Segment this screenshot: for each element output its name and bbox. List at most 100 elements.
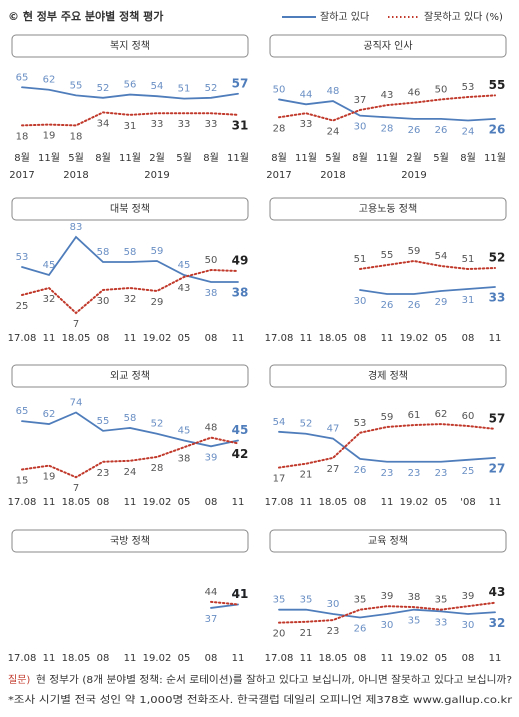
value-label: 26 [435, 125, 448, 136]
value-label: 52 [489, 251, 506, 265]
value-label: 50 [205, 255, 218, 266]
value-label: 58 [97, 247, 110, 258]
x-tick-label: 8월 2017 [266, 152, 291, 181]
x-tick-label: 08 [354, 653, 367, 664]
value-label: 34 [97, 118, 110, 129]
line-bad [21, 436, 239, 479]
x-tick-label: 08 [97, 333, 110, 344]
value-label: 27 [489, 461, 506, 475]
panel-title: 공직자 인사 [363, 40, 412, 52]
value-label: 55 [381, 250, 394, 261]
value-label: 23 [435, 468, 448, 479]
x-tick-label: 17.08 [8, 333, 37, 344]
value-label: 55 [97, 416, 110, 427]
x-tick-label: 05 [435, 497, 448, 508]
line-bad [210, 600, 239, 606]
x-tick-label: 5월 2018 [63, 152, 88, 181]
x-tick-label: 11 [381, 653, 394, 664]
question: 현 정부가 (8개 분야별 정책: 순서 로테이션)를 잘하고 있다고 보십니까… [36, 673, 512, 686]
x-tick-label: 19.02 [143, 333, 172, 344]
value-label: 26 [354, 623, 367, 634]
line-good [21, 411, 239, 448]
value-label: 7 [73, 483, 79, 494]
value-label: 38 [178, 453, 191, 464]
x-tick-label: 8월 [95, 152, 111, 164]
value-label: 23 [408, 468, 421, 479]
x-tick-label: 2월 2019 [401, 152, 426, 181]
value-label: 51 [178, 84, 191, 95]
panel-title-box [269, 529, 507, 553]
value-label: 50 [435, 84, 448, 95]
value-label: 24 [124, 467, 137, 478]
value-label: 74 [70, 397, 83, 408]
line-bad [21, 268, 239, 315]
value-label: 21 [300, 470, 313, 481]
value-label: 58 [124, 247, 137, 258]
x-tick-label: 11 [489, 497, 502, 508]
value-label: 30 [354, 122, 367, 133]
x-tick-label: 11월 [227, 152, 249, 164]
x-tick-label: 11월 [484, 152, 506, 164]
x-tick-label: 19.02 [143, 653, 172, 664]
x-tick-label: 11 [232, 497, 245, 508]
line-bad [359, 259, 496, 271]
line-good [359, 286, 496, 295]
value-label: 33 [435, 617, 448, 628]
x-tick-label: 19.02 [400, 497, 429, 508]
panel-title: 대북 정책 [110, 203, 150, 215]
value-label: 43 [489, 585, 506, 599]
value-label: 35 [354, 595, 367, 606]
x-tick-label: 17.08 [265, 653, 294, 664]
value-label: 30 [327, 599, 340, 610]
line-good [210, 603, 239, 609]
line-good [278, 608, 496, 619]
value-label: 25 [462, 466, 475, 477]
x-tick-label: 8월 [203, 152, 219, 164]
value-label: 41 [232, 587, 249, 601]
x-tick-label: 11 [489, 333, 502, 344]
x-tick-label: 18.05 [319, 497, 348, 508]
value-label: 38 [408, 592, 421, 603]
x-tick-label: 17.08 [265, 497, 294, 508]
value-label: 43 [381, 90, 394, 101]
x-tick-label: 11월 [376, 152, 398, 164]
value-label: 15 [16, 476, 29, 487]
value-label: 42 [232, 447, 249, 461]
value-label: 31 [232, 118, 249, 132]
value-label: 23 [327, 626, 340, 637]
question-label: 질문) [8, 674, 30, 686]
x-tick-label: 17.08 [265, 333, 294, 344]
value-label: 23 [381, 468, 394, 479]
x-tick-label: 5월 2018 [320, 152, 345, 181]
value-label: 26 [408, 125, 421, 136]
x-tick-label: 11 [300, 497, 313, 508]
x-tick-label: 05 [178, 653, 191, 664]
value-label: 62 [43, 75, 56, 86]
x-tick-label: 19.02 [400, 333, 429, 344]
x-tick-label: 05 [178, 497, 191, 508]
x-tick-label: 08 [354, 497, 367, 508]
value-label: 19 [43, 472, 56, 483]
value-label: 32 [43, 294, 56, 305]
x-tick-label: 08 [97, 653, 110, 664]
value-label: 62 [43, 409, 56, 420]
value-label: 62 [435, 409, 448, 420]
value-label: 55 [70, 80, 83, 91]
panel-title: 외교 정책 [110, 370, 150, 382]
value-label: 58 [124, 413, 137, 424]
value-label: 55 [489, 78, 506, 92]
x-tick-label: 11 [124, 333, 137, 344]
value-label: 33 [300, 119, 313, 130]
value-label: 24 [462, 127, 475, 138]
value-label: 56 [124, 80, 137, 91]
x-tick-label: 11 [381, 333, 394, 344]
value-label: 29 [151, 297, 164, 308]
x-tick-label: 11 [43, 333, 56, 344]
value-label: 39 [205, 452, 218, 463]
value-label: 39 [381, 591, 394, 602]
x-tick-label: 2월 2019 [144, 152, 169, 181]
value-label: 18 [16, 131, 29, 142]
value-label: 51 [462, 254, 475, 265]
value-label: 30 [462, 620, 475, 631]
x-tick-label: 19.02 [143, 497, 172, 508]
